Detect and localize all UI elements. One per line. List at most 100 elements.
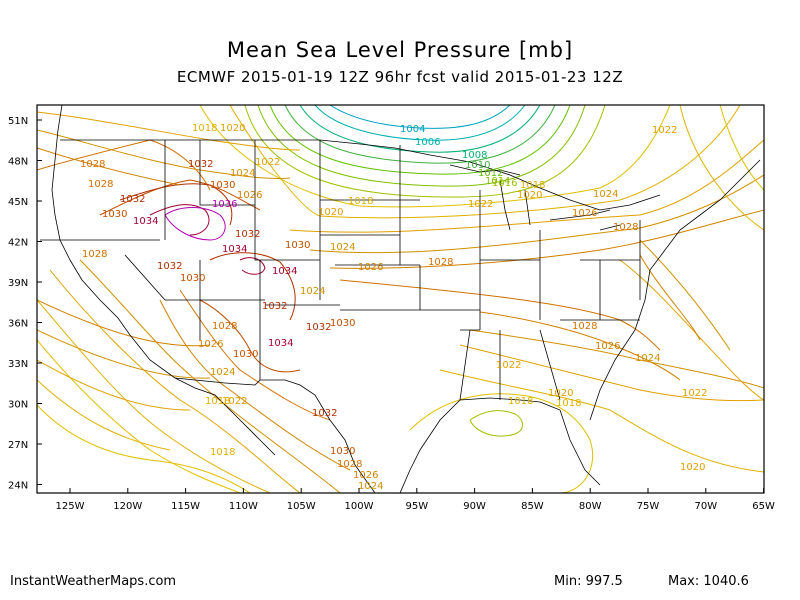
contour-label: 1034 — [268, 338, 293, 349]
min-label-text: Min: — [554, 574, 582, 589]
contour-label: 1020 — [220, 123, 245, 134]
lat-tick-label: 36N — [8, 319, 28, 330]
isobar-sw-1022 — [49, 269, 301, 493]
contour-label: 1006 — [415, 137, 440, 148]
contour-label: 1028 — [88, 179, 113, 190]
contour-label: 1030 — [330, 318, 355, 329]
isobar-sw-1028 — [179, 289, 331, 421]
isobar-1010 — [284, 105, 556, 164]
isobar-pac-1018 — [37, 404, 251, 493]
contour-label: 1032 — [188, 159, 213, 170]
contour-label: 1004 — [400, 124, 425, 135]
lon-tick-label: 115W — [171, 501, 200, 512]
contour-label: 1032 — [235, 229, 260, 240]
latitude-axis: 51N 48N 45N 42N 39N 36N 33N 30N 27N 24N — [8, 116, 42, 492]
contour-label: 1028 — [212, 321, 237, 332]
isobar-gulf-1018 — [409, 393, 594, 493]
isobar-pac-1020 — [37, 379, 171, 451]
isobar-rockies-1032 — [209, 252, 296, 321]
contour-label: 1020 — [548, 388, 573, 399]
isobar-east-1018 — [719, 105, 764, 191]
isobars — [37, 105, 764, 493]
contour-label: 1022 — [468, 199, 493, 210]
coastline-gulf — [329, 397, 601, 493]
contour-label: 1018 — [210, 447, 235, 458]
contour-label: 1036 — [212, 199, 237, 210]
contour-label: 1024 — [593, 189, 618, 200]
map-subtitle: ECMWF 2015-01-19 12Z 96hr fcst valid 201… — [176, 68, 624, 86]
isobar-1022 — [289, 139, 764, 233]
lon-tick-label: 100W — [345, 501, 374, 512]
isobar-west-1036 — [164, 207, 226, 241]
isobar-1018 — [199, 105, 671, 208]
contour-label: 1034 — [272, 266, 297, 277]
isobar-rockies-1034 — [239, 257, 266, 275]
lon-tick-label: 70W — [694, 501, 717, 512]
contour-label: 1020 — [318, 207, 343, 218]
longitude-axis: 125W 120W 115W 110W 105W 100W 95W 90W 85W 80W 75W 7… — [56, 488, 775, 512]
map-title: Mean Sea Level Pressure [mb] — [226, 38, 574, 62]
isobar-west-1028 — [37, 139, 211, 191]
lat-tick-label: 45N — [8, 197, 28, 208]
contour-label: 1034 — [133, 216, 158, 227]
contour-label: 1026 — [198, 339, 223, 350]
isobar-1012 — [269, 105, 571, 175]
contour-label: 1024 — [300, 286, 325, 297]
isobar-se-1026 — [479, 311, 681, 381]
lon-tick-label: 125W — [56, 501, 85, 512]
lon-tick-label: 95W — [405, 501, 428, 512]
contour-label: 1022 — [652, 125, 677, 136]
contour-label: 1022 — [222, 396, 247, 407]
contour-label: 1028 — [82, 249, 107, 260]
isobar-sw-1020 — [37, 299, 271, 493]
lon-tick-label: 80W — [579, 501, 602, 512]
isobar-atlantic-1026 — [639, 254, 701, 341]
contour-label: 1030 — [102, 209, 127, 220]
contour-label: 1018 — [508, 396, 533, 407]
contour-label: 1024 — [210, 367, 235, 378]
contour-label: 1022 — [255, 157, 280, 168]
lat-tick-label: 42N — [8, 238, 28, 249]
us-mexico-border — [174, 377, 331, 421]
max-pressure: Max: 1040.6 — [668, 574, 749, 589]
isobar-1028 — [339, 279, 661, 351]
contour-label: 1032 — [120, 194, 145, 205]
lon-tick-label: 65W — [752, 501, 775, 512]
isobar-1006 — [314, 105, 526, 141]
contour-label: 1024 — [635, 353, 660, 364]
coastline-east — [589, 159, 761, 421]
isobar-sw-1026 — [159, 299, 351, 471]
contour-label: 1026 — [237, 190, 262, 201]
isobar-west-1032 — [119, 183, 233, 226]
contour-label: 1030 — [233, 349, 258, 360]
isobar-se-1022 — [459, 344, 764, 402]
great-lakes — [449, 164, 621, 231]
isobar-atlantic-1022 — [619, 259, 764, 401]
lat-tick-label: 33N — [8, 359, 28, 370]
max-value: 1040.6 — [703, 574, 749, 589]
contour-label: 1030 — [210, 180, 235, 191]
isobar-sw-1030 — [199, 299, 301, 373]
contour-label: 1020 — [517, 190, 542, 201]
isobar-1016 — [244, 105, 606, 198]
contour-label: 1024 — [358, 481, 383, 492]
contour-label: 1034 — [222, 244, 247, 255]
isobar-1004 — [329, 105, 511, 129]
lon-tick-label: 85W — [521, 501, 544, 512]
contour-label: 1028 — [80, 159, 105, 170]
contour-label: 1028 — [337, 459, 362, 470]
contour-label: 1018 — [205, 396, 230, 407]
contour-label: 1026 — [572, 208, 597, 219]
isobar-sw-1018 — [37, 339, 241, 493]
lon-tick-label: 105W — [287, 501, 316, 512]
contour-label: 1018 — [192, 123, 217, 134]
isobar-1008 — [299, 105, 541, 153]
lon-tick-label: 75W — [637, 501, 660, 512]
contour-label: 1024 — [330, 242, 355, 253]
isobar-west-1034 — [149, 204, 210, 236]
lat-tick-label: 51N — [8, 116, 28, 127]
us-canada-border — [60, 139, 661, 211]
lon-tick-label: 110W — [229, 501, 258, 512]
contour-label: 1018 — [520, 180, 545, 191]
contour-label: 1018 — [556, 398, 581, 409]
